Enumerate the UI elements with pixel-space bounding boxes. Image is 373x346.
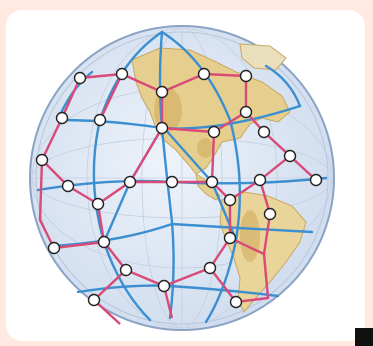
landmass-greenland xyxy=(239,43,287,71)
grid-node xyxy=(157,279,171,293)
grid-node xyxy=(197,67,211,81)
grid-node xyxy=(223,231,237,245)
red-grid-lines xyxy=(38,72,317,325)
grid-node xyxy=(229,295,243,309)
grid-node xyxy=(35,153,49,167)
grid-node xyxy=(155,85,169,99)
grid-node xyxy=(309,173,323,187)
grid-nodes xyxy=(35,67,323,309)
grid-node xyxy=(55,111,69,125)
grid-node xyxy=(165,175,179,189)
grid-node xyxy=(73,71,87,85)
grid-node xyxy=(263,207,277,221)
grid-node xyxy=(239,69,253,83)
grid-node xyxy=(207,125,221,139)
grid-node xyxy=(205,175,219,189)
grid-node xyxy=(253,173,267,187)
grid-node xyxy=(257,125,271,139)
corner-shadow xyxy=(355,328,373,346)
grid-node xyxy=(203,261,217,275)
grid-node xyxy=(119,263,133,277)
landmass-south-america xyxy=(219,191,307,313)
grid-node xyxy=(61,179,75,193)
grid-node xyxy=(91,197,105,211)
grid-node xyxy=(115,67,129,81)
grid-node xyxy=(87,293,101,307)
grid-node xyxy=(47,241,61,255)
grid-node xyxy=(155,121,169,135)
grid-node xyxy=(123,175,137,189)
grid-node xyxy=(93,113,107,127)
grid-node xyxy=(223,193,237,207)
grid-node xyxy=(97,235,111,249)
grid-node xyxy=(239,105,253,119)
grid-node xyxy=(283,149,297,163)
